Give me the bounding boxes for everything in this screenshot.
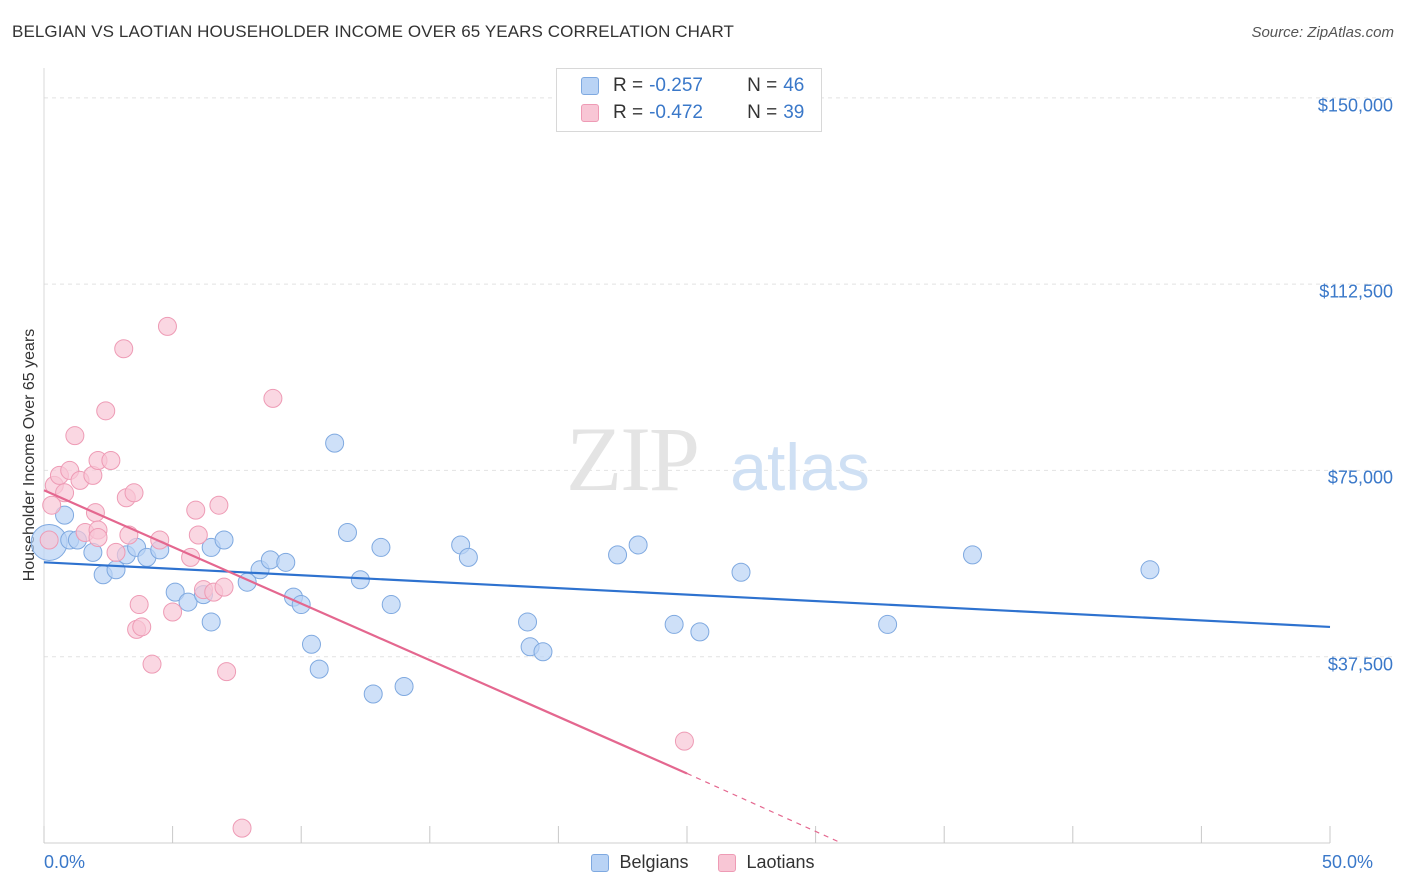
belgian-point [518, 612, 538, 632]
belgian-point [628, 535, 648, 555]
belgian-point [214, 530, 234, 550]
laotian-point [114, 339, 134, 359]
y-tick-label: $150,000 [1317, 95, 1393, 116]
laotian-r-value: -0.472 [649, 102, 703, 123]
belgians-swatch [591, 853, 610, 872]
legend-item-laotians-label: Laotians [746, 852, 815, 872]
laotian-point [186, 500, 206, 520]
watermark-zip: ZIP [566, 408, 698, 510]
laotian-point [101, 451, 121, 470]
laotian-point [214, 577, 234, 597]
laotian-n-value: 39 [783, 102, 805, 123]
belgian-trend-line [43, 561, 1331, 629]
belgian-swatch [581, 77, 599, 95]
legend-n-label: N = [747, 102, 778, 123]
legend-item-belgians: Belgians [591, 852, 688, 873]
belgian-point [458, 547, 478, 567]
x-tick-label-min: 0.0% [44, 852, 86, 872]
belgian-r-value: -0.257 [649, 75, 703, 96]
laotian-point [150, 530, 170, 550]
belgian-point [731, 562, 751, 582]
x-tick-label-max: 50.0% [1322, 852, 1374, 872]
points-layer [30, 316, 1160, 838]
legend-n-label: N = [747, 75, 778, 96]
chart-title: BELGIAN VS LAOTIAN HOUSEHOLDER INCOME OV… [12, 22, 735, 41]
series-legend: Belgians Laotians [0, 852, 1406, 873]
laotian-point [65, 426, 85, 446]
belgian-point [276, 552, 296, 572]
laotian-point [88, 527, 108, 547]
legend-row-belgian: R = -0.257 N = 46 [581, 73, 804, 99]
chart-source: Source: ZipAtlas.com [1251, 24, 1394, 41]
laotian-swatch [581, 104, 599, 122]
y-tick-label: $112,500 [1319, 281, 1393, 302]
laotian-trend-line [43, 489, 688, 775]
legend-r-label: R = [613, 75, 644, 96]
laotian-point [232, 818, 252, 838]
laotian-point [209, 495, 229, 515]
y-tick-label: $75,000 [1327, 467, 1393, 488]
laotian-point [163, 602, 183, 622]
laotians-swatch [718, 853, 737, 872]
laotian-point [142, 654, 162, 674]
belgian-point [350, 570, 370, 590]
belgian-point [178, 592, 198, 612]
laotian-point [674, 731, 694, 751]
laotian-point [129, 595, 149, 615]
laotian-point [132, 617, 152, 637]
legend-item-belgians-label: Belgians [619, 852, 689, 872]
laotian-point [124, 483, 144, 503]
watermark-atlas: atlas [730, 430, 869, 504]
trend-layer [43, 489, 1331, 844]
watermark: ZIP atlas [566, 408, 870, 510]
belgian-point [201, 612, 221, 632]
belgian-point [309, 659, 329, 679]
belgian-point [664, 614, 684, 634]
belgian-point [1140, 560, 1160, 580]
laotian-trend-extension [686, 772, 842, 844]
belgian-point [301, 634, 321, 654]
legend-item-laotians: Laotians [718, 852, 815, 873]
correlation-legend: R = -0.257 N = 46 R = -0.472 N = 39 [556, 68, 822, 132]
belgian-point [325, 433, 345, 453]
belgian-point [165, 582, 185, 602]
laotian-point [39, 530, 59, 550]
laotian-point [96, 401, 116, 421]
laotian-point [157, 316, 177, 336]
legend-row-laotian: R = -0.472 N = 39 [581, 100, 804, 126]
laotian-point [217, 662, 237, 682]
laotian-point [263, 388, 283, 408]
belgian-point [381, 595, 401, 615]
laotian-point [106, 542, 126, 562]
axis-layer [43, 68, 1331, 844]
belgian-point [337, 523, 357, 543]
belgian-point [371, 537, 391, 557]
belgian-point [533, 642, 553, 662]
belgian-point [55, 505, 75, 525]
belgian-point [690, 622, 710, 642]
belgian-point [394, 677, 414, 697]
legend-r-label: R = [613, 102, 644, 123]
laotian-point [42, 495, 62, 515]
y-tick-label: $37,500 [1327, 654, 1393, 675]
belgian-point [878, 614, 898, 634]
belgian-point [363, 684, 383, 704]
laotian-point [188, 525, 208, 545]
belgian-point [962, 545, 982, 565]
belgian-n-value: 46 [783, 75, 805, 96]
belgian-point [608, 545, 628, 565]
